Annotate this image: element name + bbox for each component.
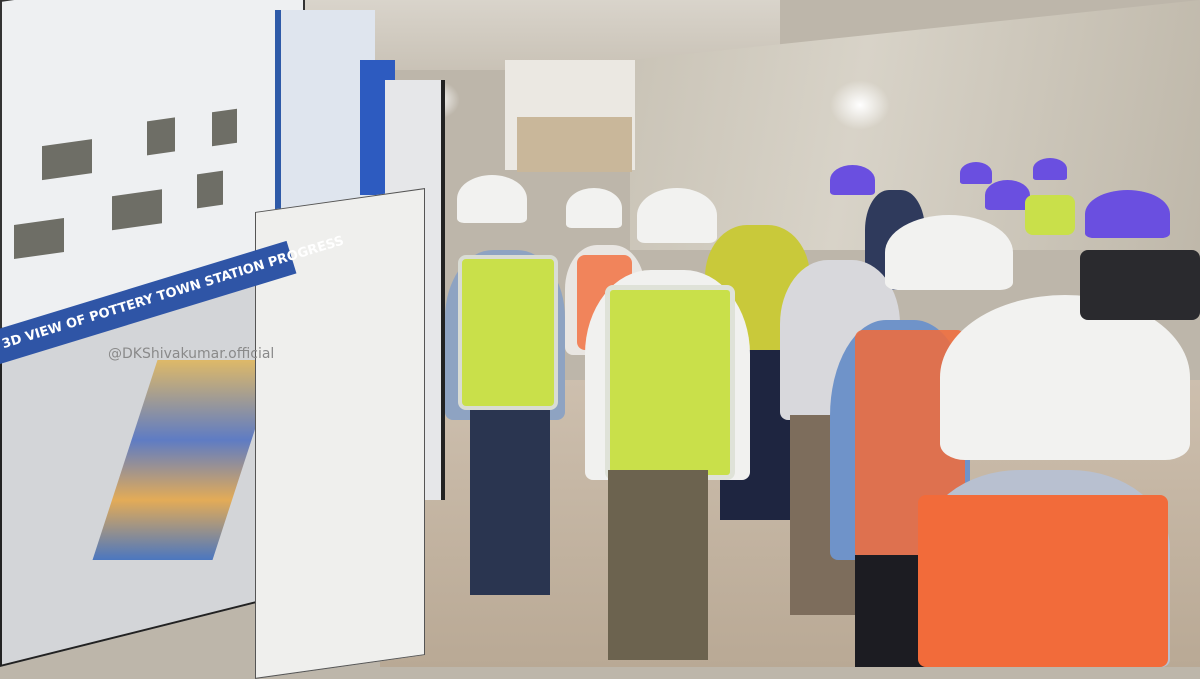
trousers bbox=[608, 470, 708, 660]
purple-helmet bbox=[830, 165, 875, 195]
site-photo bbox=[112, 189, 162, 231]
white-helmet bbox=[885, 215, 1013, 290]
safety-vest bbox=[605, 285, 735, 480]
route-map-board bbox=[275, 10, 375, 215]
purple-helmet bbox=[985, 180, 1030, 210]
white-helmet bbox=[637, 188, 717, 243]
safety-vest bbox=[458, 255, 558, 410]
site-photo bbox=[14, 218, 64, 260]
site-photo bbox=[42, 139, 92, 181]
wooden-doorway bbox=[517, 117, 632, 172]
safety-vest bbox=[1025, 195, 1075, 235]
purple-helmet bbox=[1085, 190, 1170, 238]
orange-vest bbox=[918, 495, 1168, 667]
white-helmet bbox=[566, 188, 622, 228]
video-camera bbox=[1080, 250, 1200, 320]
site-photo bbox=[197, 170, 223, 209]
watermark: @DKShivakumar.official bbox=[108, 346, 275, 362]
trousers bbox=[470, 410, 550, 595]
site-photo bbox=[147, 117, 175, 156]
white-helmet bbox=[457, 175, 527, 223]
white-helmet bbox=[940, 295, 1190, 460]
purple-helmet bbox=[1033, 158, 1067, 180]
work-light bbox=[830, 80, 890, 130]
purple-helmet bbox=[960, 162, 992, 184]
site-photo bbox=[212, 108, 237, 147]
